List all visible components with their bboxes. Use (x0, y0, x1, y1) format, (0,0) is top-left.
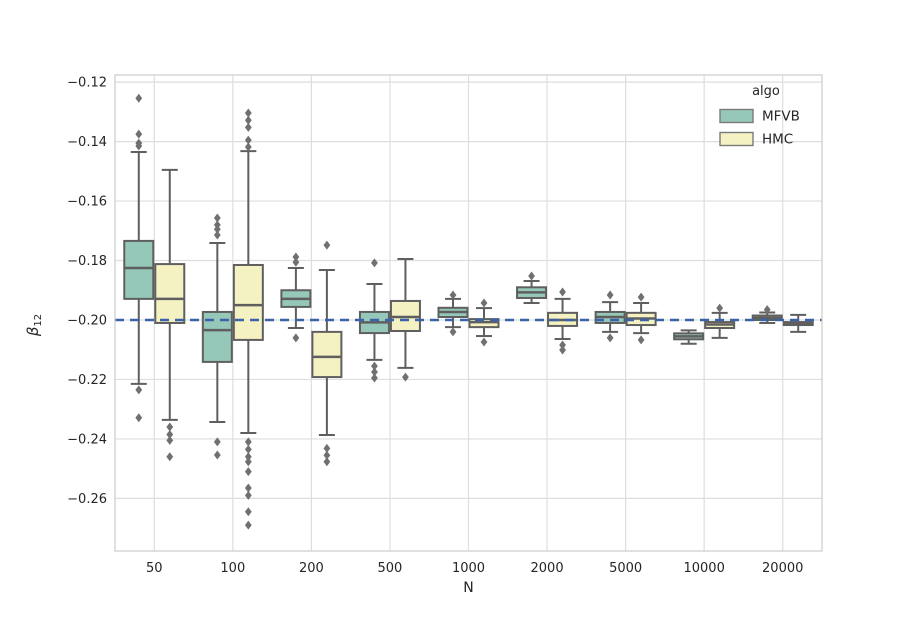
outlier-flier (244, 135, 252, 145)
legend-label-hmc: HMC (762, 132, 793, 148)
outlier-flier (371, 373, 378, 383)
outlier-flier (135, 129, 143, 139)
outlier-flier (166, 452, 174, 462)
outlier-flier (559, 287, 566, 297)
outlier-flier (213, 230, 221, 240)
legend-title: algo (752, 84, 780, 99)
x-tick-label: 5000 (609, 561, 642, 576)
outlier-flier (323, 457, 331, 467)
outlier-flier (244, 483, 252, 493)
outlier-flier (449, 290, 457, 300)
outlier-flier (323, 450, 331, 460)
y-tick-label: −0.14 (67, 135, 107, 150)
y-tick-label: −0.26 (67, 492, 107, 507)
outlier-flier (213, 450, 221, 460)
outlier-flier (135, 141, 143, 151)
legend-swatch-mfvb (719, 108, 754, 124)
outlier-flier (244, 507, 252, 517)
outlier-flier (371, 258, 378, 268)
outlier-flier (528, 271, 535, 281)
outlier-flier (135, 413, 143, 423)
axes-frame (114, 74, 823, 552)
x-tick-label: 2000 (531, 561, 564, 576)
outlier-flier (213, 213, 221, 223)
outlier-flier (244, 108, 252, 118)
x-tick-label: 200 (299, 561, 324, 576)
x-tick-label: 10000 (683, 561, 724, 576)
outlier-flier (559, 345, 566, 355)
outlier-flier (606, 333, 614, 343)
outlier-flier (323, 443, 331, 453)
box-hmc-n200 (311, 330, 343, 379)
legend-label-mfvb: MFVB (762, 109, 800, 125)
outlier-flier (559, 340, 566, 350)
outlier-flier (371, 361, 378, 371)
outlier-flier (480, 298, 488, 308)
outlier-flier (244, 122, 252, 132)
outlier-flier (763, 305, 771, 315)
outlier-flier (606, 290, 614, 300)
outlier-flier (637, 292, 645, 302)
outlier-flier (166, 422, 174, 432)
x-tick-label: 50 (146, 561, 163, 576)
outlier-flier (166, 429, 174, 439)
outlier-flier (716, 303, 724, 313)
outlier-flier (244, 520, 252, 530)
x-tick-label: 1000 (452, 561, 485, 576)
y-tick-label: −0.22 (67, 373, 107, 388)
y-tick-label: −0.20 (67, 313, 107, 328)
outlier-flier (213, 437, 221, 447)
y-tick-label: −0.12 (67, 76, 107, 91)
x-tick-label: 500 (378, 561, 403, 576)
outlier-flier (244, 452, 252, 462)
x-axis-label: N (463, 580, 473, 596)
outlier-flier (292, 257, 300, 267)
outlier-flier (166, 435, 174, 445)
outlier-flier (480, 337, 488, 347)
outlier-flier (135, 385, 143, 395)
outlier-flier (292, 252, 300, 262)
outlier-flier (449, 327, 457, 337)
outlier-flier (135, 93, 143, 103)
box-mfvb-n50 (123, 239, 155, 300)
x-tick-label: 20000 (762, 561, 803, 576)
x-tick-label: 100 (220, 561, 245, 576)
outlier-flier (637, 335, 645, 345)
outlier-flier (244, 115, 252, 125)
outlier-flier (371, 367, 378, 377)
box-hmc-n100 (232, 263, 264, 341)
outlier-flier (292, 333, 300, 343)
legend-swatch-hmc (719, 131, 754, 147)
outlier-flier (323, 240, 331, 250)
outlier-flier (244, 437, 252, 447)
outlier-flier (244, 142, 252, 152)
y-tick-label: −0.24 (67, 432, 107, 447)
y-tick-label: −0.18 (67, 254, 107, 269)
outlier-flier (244, 467, 252, 477)
y-tick-label: −0.16 (67, 195, 107, 210)
outlier-flier (244, 444, 252, 454)
box-hmc-n50 (154, 263, 186, 324)
outlier-flier (244, 457, 252, 467)
y-axis-label: β12 (24, 314, 44, 337)
outlier-flier (213, 224, 221, 234)
outlier-flier (244, 490, 252, 500)
outlier-flier (402, 372, 409, 382)
